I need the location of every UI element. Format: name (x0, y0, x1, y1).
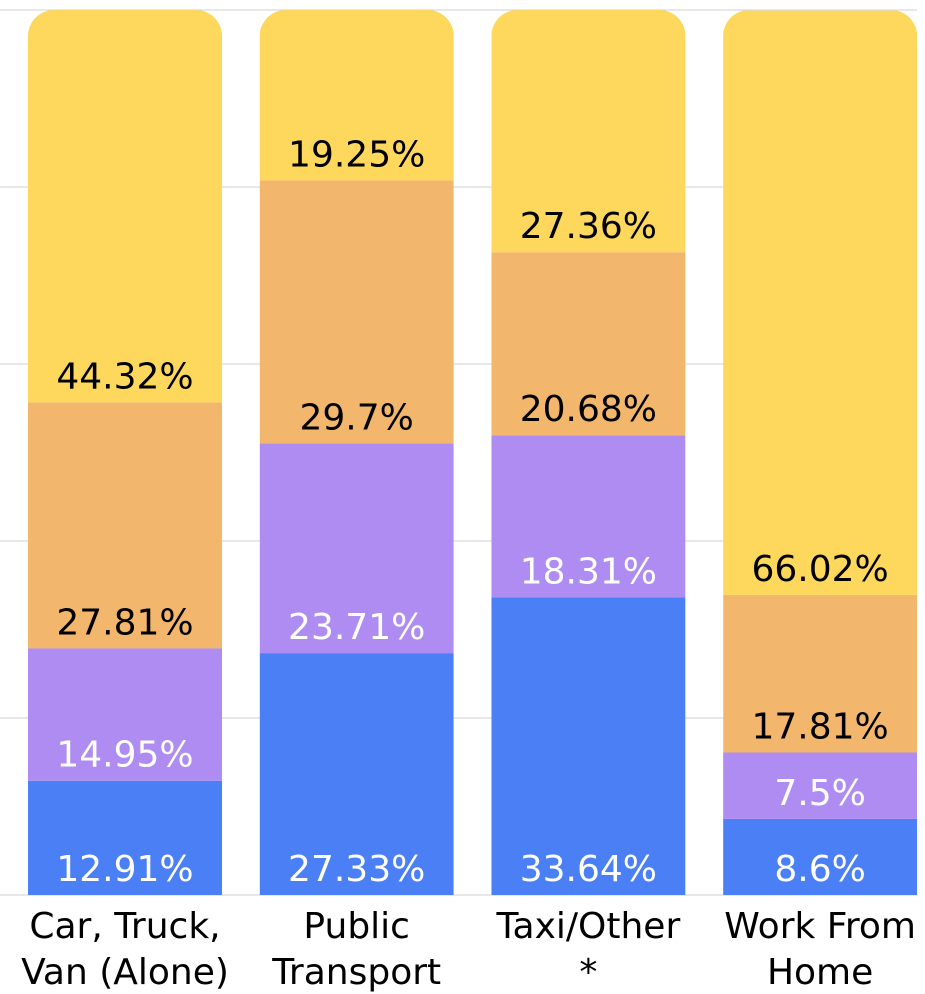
x-tick-label: Taxi/Other (496, 906, 681, 947)
bar-segment (28, 780, 222, 895)
x-tick-label: Car, Truck, (29, 906, 220, 947)
data-label: 19.25% (288, 134, 425, 175)
bar-segment (28, 402, 222, 649)
bar-segment (259, 10, 454, 181)
data-label: 12.91% (56, 849, 193, 890)
data-label: 27.81% (56, 602, 193, 643)
data-label: 66.02% (751, 549, 888, 590)
bar-group (28, 10, 222, 895)
bar-segment (723, 752, 918, 819)
x-tick-label: Home (767, 952, 873, 993)
data-label: 17.81% (751, 707, 888, 748)
data-label: 7.5% (774, 773, 865, 814)
x-tick-label: * (579, 952, 597, 993)
bar-segment (28, 648, 222, 781)
bar-segment (259, 653, 454, 895)
bar-group (259, 10, 454, 895)
bar-group (723, 10, 918, 895)
bar-segment (491, 435, 686, 598)
x-tick-label: Transport (271, 952, 441, 993)
data-label: 18.31% (520, 551, 657, 592)
bar-segment (259, 443, 454, 654)
x-tick-label: Work From (724, 906, 916, 947)
bar-segment (491, 597, 686, 895)
bar-segment (723, 818, 918, 895)
bar-segment (491, 10, 686, 253)
bar-segment (723, 594, 918, 753)
data-label: 44.32% (56, 356, 193, 397)
bar-segment (491, 252, 686, 436)
data-label: 20.68% (520, 389, 657, 430)
data-label: 14.95% (56, 735, 193, 776)
data-label: 23.71% (288, 607, 425, 648)
bar-segment (723, 10, 918, 595)
data-label: 27.33% (288, 849, 425, 890)
data-label: 33.64% (520, 849, 657, 890)
data-label: 27.36% (520, 206, 657, 247)
bar-group (491, 10, 686, 895)
data-label: 8.6% (774, 849, 865, 890)
x-tick-label: Public (303, 906, 410, 947)
bar-segment (28, 10, 222, 403)
x-tick-label: Van (Alone) (21, 952, 229, 993)
bar-segment (259, 180, 454, 444)
data-label: 29.7% (300, 397, 414, 438)
